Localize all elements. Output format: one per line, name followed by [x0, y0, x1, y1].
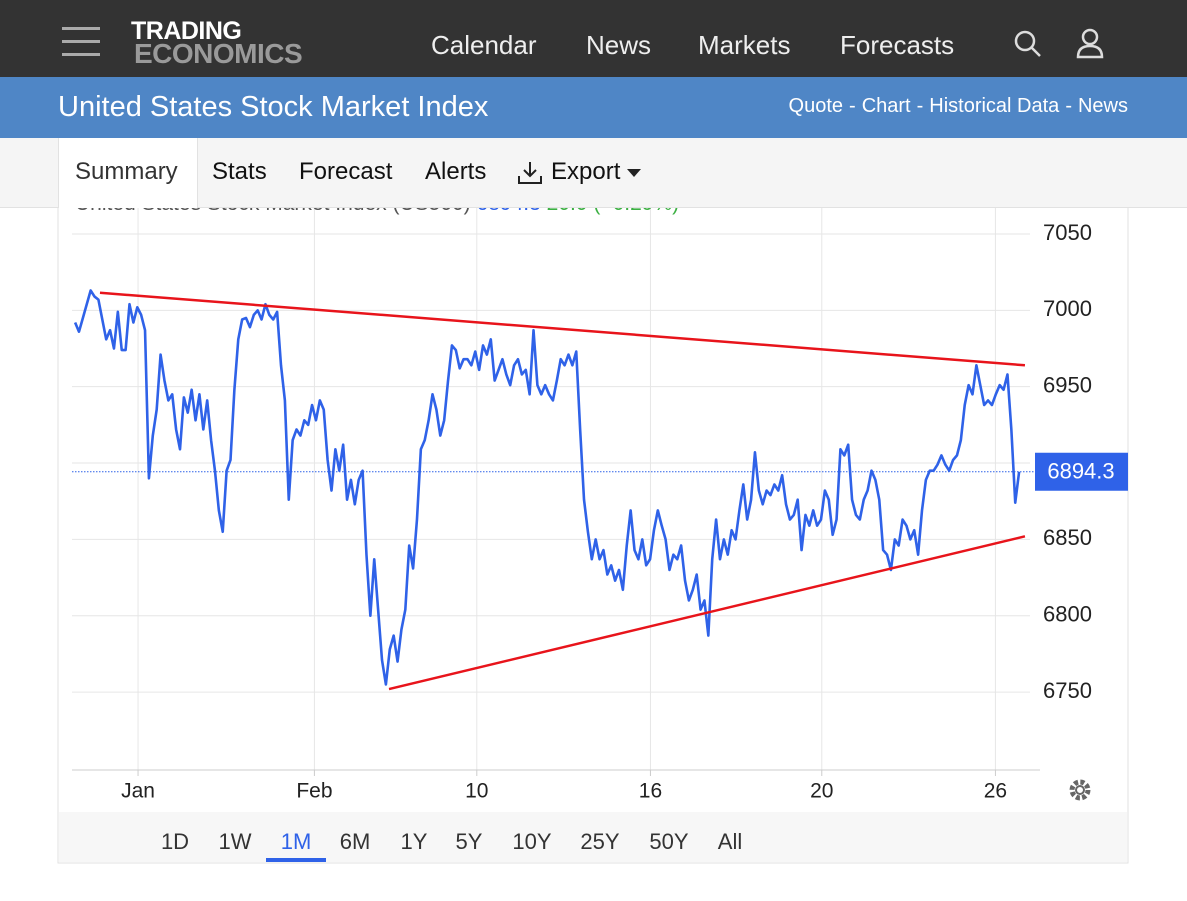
- tab[interactable]: Forecast: [299, 158, 393, 185]
- x-tick-label: 26: [984, 780, 1007, 803]
- range-selected-underline: [266, 858, 326, 862]
- user-icon[interactable]: [1075, 28, 1105, 60]
- y-tick-label: 7000: [1043, 296, 1092, 321]
- search-icon[interactable]: [1013, 29, 1043, 59]
- trend-line: [99, 291, 1026, 367]
- range-button[interactable]: 50Y: [649, 829, 689, 854]
- range-button[interactable]: 25Y: [580, 829, 620, 854]
- logo-line1[interactable]: TRADING: [131, 17, 242, 45]
- nav-link[interactable]: Calendar: [431, 30, 537, 60]
- range-button[interactable]: All: [717, 829, 743, 854]
- logo-line2[interactable]: ECONOMICS: [134, 38, 303, 69]
- x-tick-label: Jan: [121, 780, 155, 803]
- y-tick-label: 6950: [1043, 372, 1092, 397]
- dropdown-caret[interactable]: [626, 168, 642, 178]
- menu-icon[interactable]: [62, 27, 100, 57]
- range-button[interactable]: 1W: [218, 829, 252, 854]
- settings-icon[interactable]: [1069, 779, 1091, 801]
- quick-link[interactable]: News: [1077, 95, 1128, 117]
- x-tick-label: 10: [465, 780, 488, 803]
- nav-link[interactable]: News: [586, 30, 652, 60]
- link-separator: -: [849, 95, 856, 117]
- selected-tab-bg: [58, 138, 198, 208]
- tab-bar: [0, 138, 1187, 208]
- y-tick-label: 6750: [1043, 678, 1092, 703]
- title-bar: United States Stock Market Index Quote -…: [0, 77, 1187, 138]
- range-button[interactable]: 10Y: [512, 829, 552, 854]
- nav-link[interactable]: Markets: [698, 30, 791, 60]
- chart-frame: [57, 137, 1129, 864]
- quick-link[interactable]: Chart: [861, 95, 911, 117]
- x-tick-label: 20: [810, 780, 833, 803]
- trend-line: [388, 535, 1026, 691]
- y-tick-label: 7050: [1043, 220, 1092, 245]
- link-separator: -: [1065, 95, 1072, 117]
- range-button[interactable]: 6M: [339, 829, 371, 854]
- quick-links: Quote - Chart - Historical Data - News: [789, 95, 1128, 118]
- top-navigation: TRADING ECONOMICS Calendar News Markets …: [0, 0, 1187, 77]
- price-line: [73, 289, 1021, 686]
- plot: 6750680068506900695070007050JanFeb101620…: [72, 208, 1128, 803]
- range-button[interactable]: 1D: [160, 829, 190, 854]
- tab[interactable]: Stats: [212, 158, 267, 185]
- link-separator: -: [916, 95, 924, 117]
- y-tick-label: 6850: [1043, 525, 1092, 550]
- tab[interactable]: Export: [551, 158, 621, 185]
- nav-link[interactable]: Forecasts: [840, 30, 955, 60]
- tab[interactable]: Summary: [75, 158, 178, 185]
- x-tick-label: 16: [639, 780, 662, 803]
- last-price-label: 6894.3: [1047, 459, 1114, 484]
- x-tick-label: Feb: [296, 780, 332, 803]
- quick-link[interactable]: Quote: [788, 95, 844, 117]
- export-icon[interactable]: [517, 160, 545, 186]
- tab[interactable]: Alerts: [425, 158, 487, 185]
- last-price-tag: [1035, 452, 1128, 491]
- page-title: United States Stock Market Index: [58, 91, 489, 123]
- range-button[interactable]: 5Y: [455, 829, 483, 854]
- range-button[interactable]: 1Y: [400, 829, 428, 854]
- range-button[interactable]: 1M: [280, 829, 312, 854]
- y-tick-label: 6800: [1043, 602, 1092, 627]
- quick-link[interactable]: Historical Data: [929, 95, 1060, 117]
- range-bar: [59, 812, 1127, 862]
